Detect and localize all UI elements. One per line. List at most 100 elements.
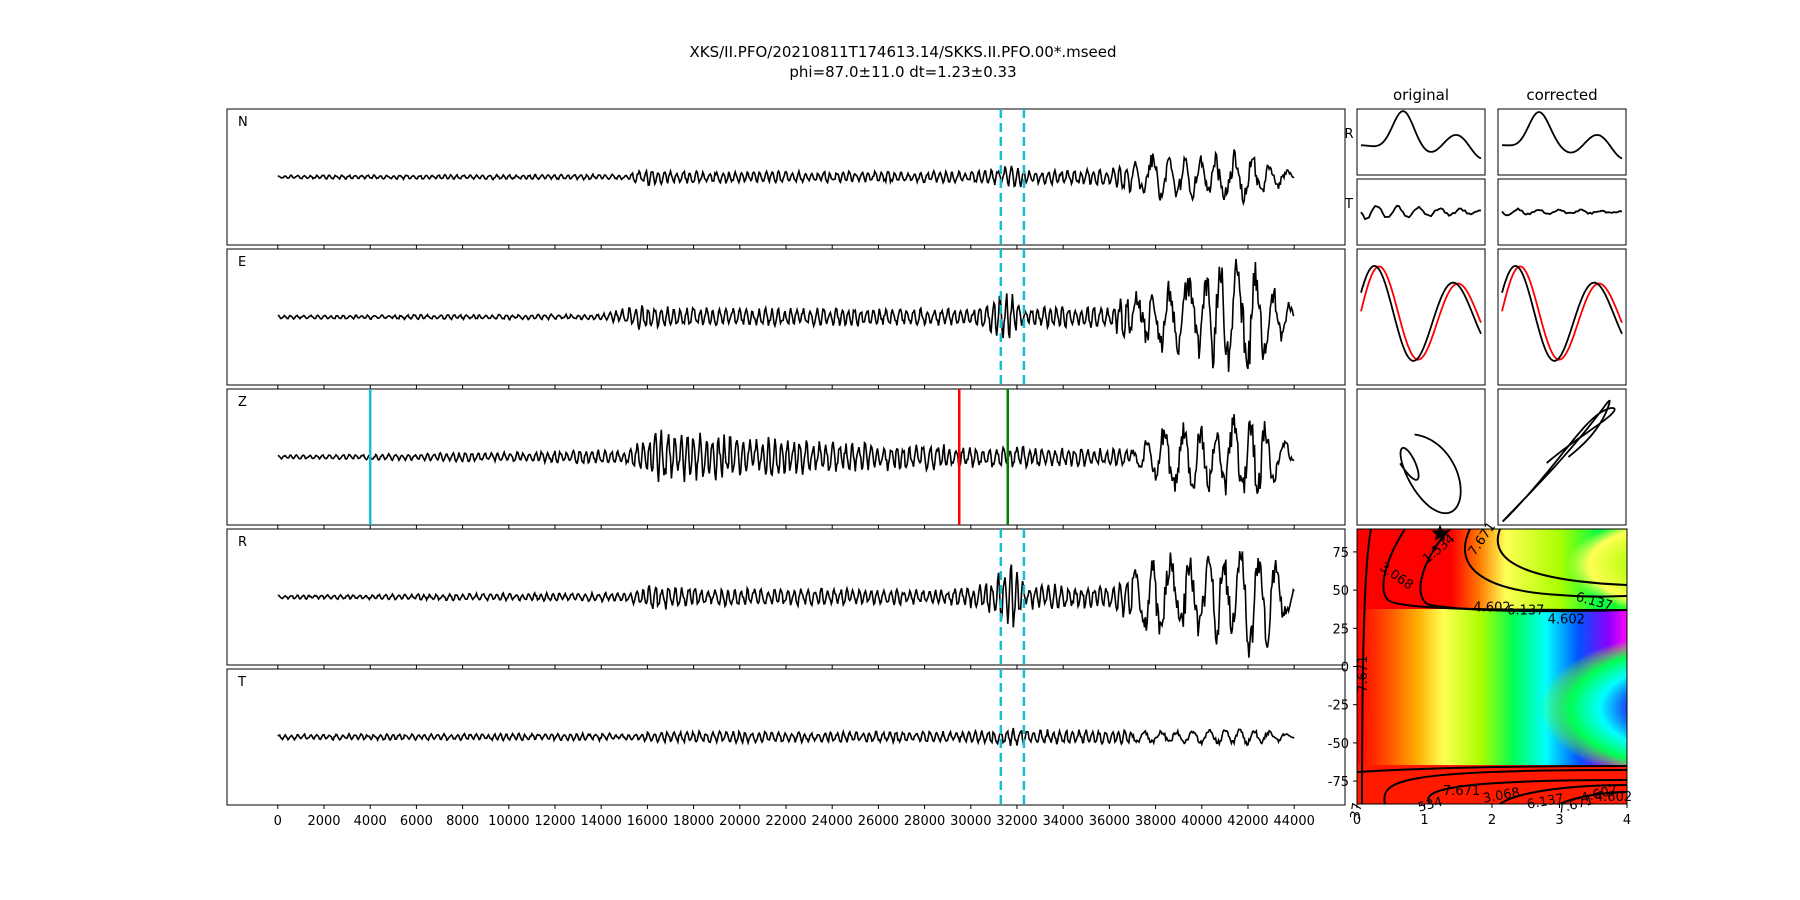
figure-subtitle: phi=87.0±11.0 dt=1.23±0.33 — [789, 63, 1016, 81]
transverse-component-trace — [1501, 207, 1623, 217]
waveform-trace-e — [277, 258, 1295, 372]
comparison-frame — [1497, 388, 1627, 526]
comparison-panel — [1356, 178, 1486, 246]
contour-label: 6.137 — [1507, 604, 1544, 619]
contour-line — [1419, 529, 1627, 613]
x-tick-label: 1 — [1420, 813, 1428, 828]
transverse-component-trace — [1360, 204, 1482, 221]
comparison-panel — [1497, 248, 1627, 386]
contour-label: 4.602 — [1473, 601, 1510, 616]
x-tick-label: 20000 — [719, 814, 760, 829]
x-tick-label: 26000 — [858, 814, 899, 829]
contour-line — [1361, 529, 1372, 804]
contour-line — [1383, 769, 1627, 804]
overlay-trace-red — [1360, 265, 1482, 361]
waveform-trace-t — [277, 727, 1295, 748]
x-tick-label: 4 — [1623, 813, 1631, 828]
x-tick-label: 8000 — [446, 814, 479, 829]
column-title-corrected: corrected — [1526, 86, 1597, 104]
x-tick-label: 24000 — [812, 814, 853, 829]
seismogram-panels: N E Z R T 0 2000 4000 6000 8000 10000 12000 14000 160… — [226, 108, 1346, 829]
y-tick-label: 0 — [1341, 661, 1349, 676]
x-tick-label: 34000 — [1043, 814, 1084, 829]
comparison-frame — [1497, 108, 1627, 176]
contour-line — [1463, 529, 1627, 598]
misfit-heatmap: 1.5343.0684.6026.1377.6714.6026.1377.671… — [1328, 520, 1632, 828]
channel-label: T — [237, 675, 246, 690]
x-tick-label: 44000 — [1274, 814, 1315, 829]
comparison-panel — [1356, 108, 1486, 176]
x-tick-label: 32000 — [996, 814, 1037, 829]
x-tick-label: 2 — [1488, 813, 1496, 828]
contour-label: 7.671 — [1356, 656, 1371, 693]
x-tick-label: 0 — [1353, 813, 1361, 828]
contour-label: 4.602 — [1548, 613, 1585, 628]
comparison-frame — [1356, 178, 1486, 246]
x-tick-label: 36000 — [1089, 814, 1130, 829]
x-tick-label: 16000 — [627, 814, 668, 829]
heatmap-minimum-region — [1450, 633, 1627, 783]
column-title-original: original — [1393, 86, 1449, 104]
radial-component-trace — [1502, 111, 1623, 160]
comparison-frame — [1356, 388, 1486, 526]
contour-label: 3.068 — [1482, 785, 1521, 806]
heatmap-upper-region — [1495, 529, 1627, 610]
x-tick-label: 14000 — [581, 814, 622, 829]
channel-label: N — [238, 115, 248, 130]
figure-title: XKS/II.PFO/20210811T174613.14/SKKS.II.PF… — [689, 43, 1116, 61]
waveform-trace-n — [277, 149, 1295, 207]
comparison-panels — [1356, 108, 1627, 526]
comparison-panel — [1356, 248, 1486, 386]
contour-line — [1357, 765, 1627, 773]
channel-label: E — [238, 255, 246, 270]
overlay-trace-red — [1501, 265, 1623, 361]
x-tick-label: 40000 — [1181, 814, 1222, 829]
comparison-panel — [1356, 388, 1486, 526]
waveform-trace-z — [277, 414, 1295, 496]
particle-motion-trace — [1502, 399, 1616, 523]
comparison-panel — [1497, 388, 1627, 526]
radial-component-trace — [1361, 110, 1482, 160]
x-tick-label: 42000 — [1227, 814, 1268, 829]
x-tick-label: 6000 — [400, 814, 433, 829]
comparison-frame — [1497, 248, 1627, 386]
x-tick-label: 0 — [274, 814, 282, 829]
contour-label: 534 — [1416, 795, 1444, 816]
contour-label: 7.671 — [1443, 784, 1480, 799]
y-tick-label: -75 — [1328, 775, 1349, 790]
x-tick-label: 12000 — [534, 814, 575, 829]
y-tick-label: -25 — [1328, 699, 1349, 714]
y-tick-label: 25 — [1332, 622, 1349, 637]
heatmap-axes: 0 1 2 3 4 75 50 25 0 -25 -50 -75 — [1328, 546, 1631, 828]
seismogram-panel-n: N — [226, 108, 1346, 249]
best-fit-star-marker — [1431, 524, 1449, 541]
seismogram-panel-t: T — [226, 668, 1346, 809]
contour-label: 4.602 — [1595, 790, 1632, 805]
contour-line — [1559, 791, 1627, 804]
x-tick-label: 3 — [1555, 813, 1563, 828]
x-tick-label: 28000 — [904, 814, 945, 829]
seismogram-panel-z: Z — [226, 388, 1346, 529]
particle-motion-trace — [1399, 433, 1462, 515]
comparison-panel — [1497, 178, 1627, 246]
contour-line — [1382, 529, 1627, 611]
comparison-frame — [1497, 178, 1627, 246]
x-tick-label: 22000 — [765, 814, 806, 829]
x-tick-label: 2000 — [307, 814, 340, 829]
x-tick-label: 18000 — [673, 814, 714, 829]
contour-line — [1496, 529, 1627, 586]
contour-line — [1499, 784, 1627, 804]
y-tick-label: -50 — [1328, 737, 1349, 752]
contour-lines — [1357, 529, 1627, 804]
y-tick-label: 50 — [1332, 584, 1349, 599]
x-tick-label: 30000 — [950, 814, 991, 829]
seismogram-panel-r: R — [226, 528, 1346, 669]
x-tick-label: 4000 — [354, 814, 387, 829]
overlay-trace-black — [1501, 264, 1623, 362]
waveform-trace-r — [277, 551, 1295, 658]
x-tick-label: 10000 — [488, 814, 529, 829]
row-label-t: T — [1344, 197, 1353, 212]
comparison-panel — [1497, 108, 1627, 176]
seismogram-panel-e: E — [226, 248, 1346, 389]
